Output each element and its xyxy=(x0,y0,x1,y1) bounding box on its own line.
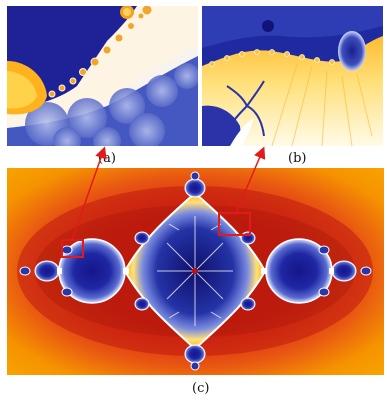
julia-fractal-image xyxy=(7,168,384,375)
fractal-zoom-a-image xyxy=(7,6,198,146)
caption-c: (c) xyxy=(190,381,212,397)
zoom-panel-a xyxy=(7,6,198,146)
caption-a: (a) xyxy=(96,151,118,167)
fractal-panel-c xyxy=(7,168,384,375)
zoom-panel-b xyxy=(202,6,383,146)
fractal-zoom-b-image xyxy=(202,6,383,146)
caption-b: (b) xyxy=(286,151,309,167)
